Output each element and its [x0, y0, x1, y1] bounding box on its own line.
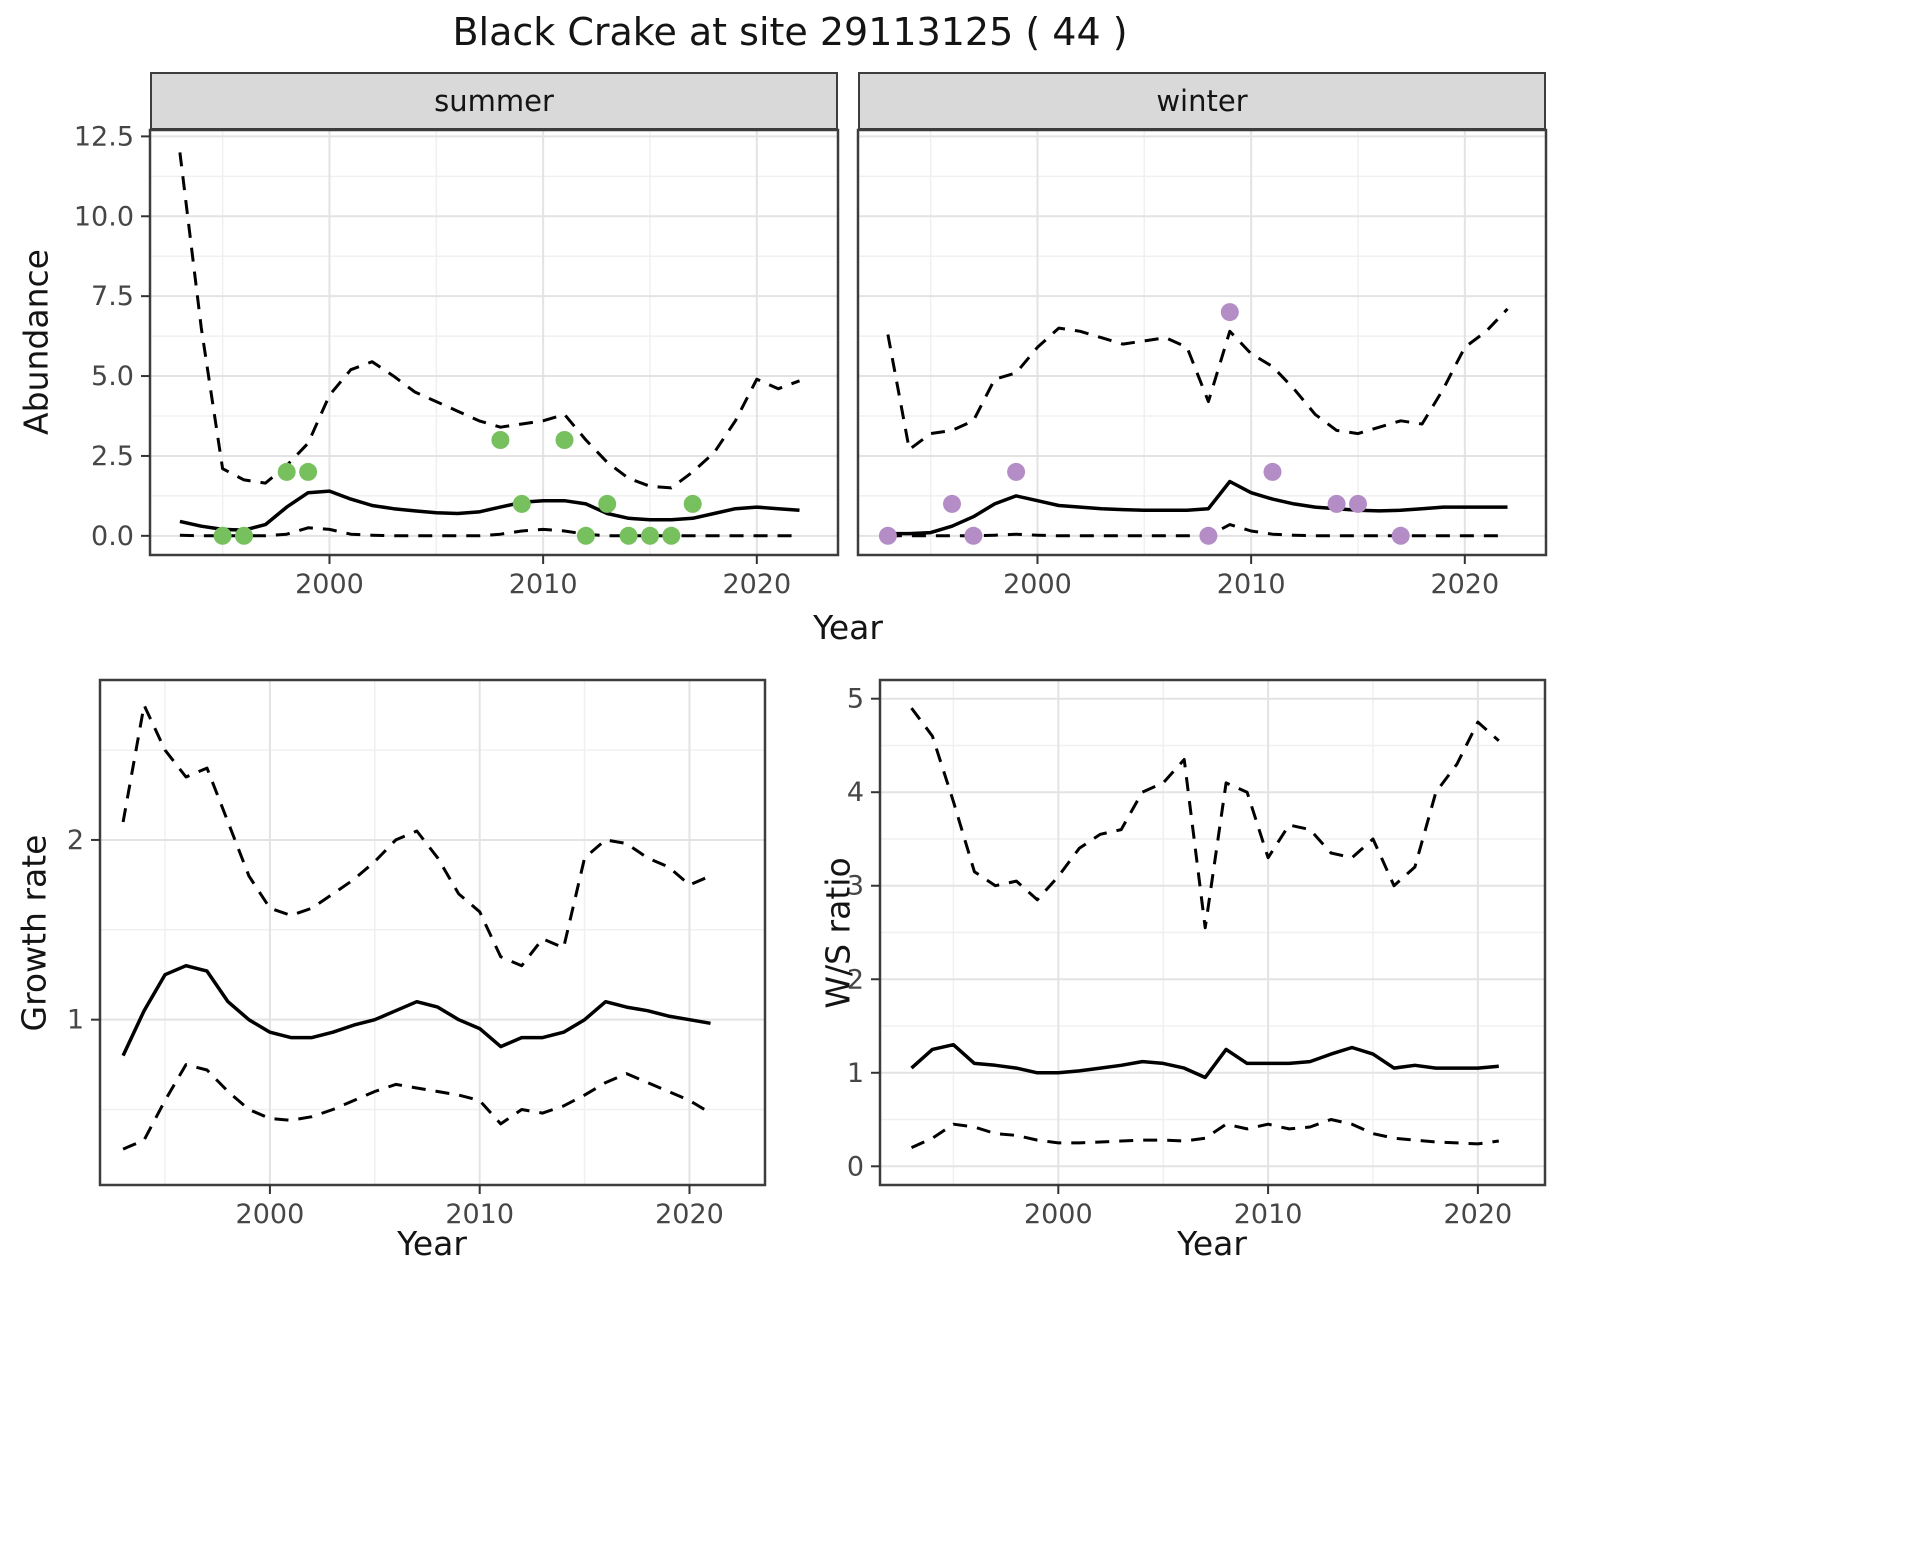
observed-counts-summer [662, 526, 681, 545]
observed-counts-summer [576, 526, 595, 545]
x-tick-label: 2020 [655, 1199, 724, 1230]
observed-counts-winter [1327, 494, 1346, 513]
series-mean [121, 963, 711, 1057]
abundance-summer-panel: 2000 2010 2020 0.0 2.5 5.0 7.5 10.0 12.5 [74, 121, 840, 600]
series-upper_95ci [910, 707, 1500, 930]
ws-ratio-x-axis-title: Year [1177, 1224, 1247, 1263]
series-lower_95ci [122, 1063, 712, 1151]
observed-counts-summer [235, 526, 253, 545]
observed-counts-summer [491, 431, 510, 449]
x-tick-label: 2000 [1003, 569, 1072, 600]
facet-strip-winter-label: winter [1156, 84, 1248, 118]
observed-counts-summer [598, 494, 617, 513]
ws-ratio-panel: 2000 2010 2020 0 1 2 3 4 5 [847, 678, 1547, 1230]
x-tick-label: 2010 [1234, 1199, 1303, 1230]
y-tick-label: 0 [847, 1151, 864, 1182]
y-tick-label: 0.0 [91, 521, 134, 552]
series-lower_95ci [887, 523, 1508, 538]
plot-title: Black Crake at site 29113125 ( 44 ) [452, 10, 1128, 54]
series-mean [910, 1042, 1499, 1080]
y-tick-label: 1 [847, 1058, 864, 1089]
observed-counts-summer [683, 494, 702, 513]
y-tick-label: 2 [847, 964, 864, 995]
x-tick-label: 2000 [1024, 1199, 1093, 1230]
observed-counts-summer [299, 462, 318, 481]
growth-rate-y-axis-title: Growth rate [14, 834, 54, 1032]
observed-counts-summer [277, 462, 296, 481]
growth-rate-x-axis-title: Year [397, 1224, 467, 1263]
observed-counts-winter [1349, 494, 1367, 513]
facet-strip-winter: winter [858, 72, 1546, 130]
x-tick-label: 2020 [722, 569, 791, 600]
series-mean [179, 489, 800, 532]
x-tick-label: 2010 [509, 569, 578, 600]
y-tick-label: 10.0 [74, 201, 134, 232]
abundance-winter-panel: 2000 2010 2020 [856, 128, 1548, 600]
x-tick-label: 2000 [295, 569, 364, 600]
observed-counts-winter [943, 494, 961, 513]
y-tick-label: 5 [847, 684, 864, 715]
x-tick-label: 2010 [445, 1199, 514, 1230]
series-upper_95ci [886, 307, 1509, 451]
observed-counts-winter [1199, 526, 1218, 545]
observed-counts-winter [964, 526, 983, 545]
y-tick-label: 4 [847, 777, 864, 808]
observed-counts-winter [1263, 462, 1282, 481]
x-tick-label: 2010 [1217, 569, 1286, 600]
observed-counts-winter [878, 526, 897, 545]
series-upper_95ci [121, 703, 712, 968]
y-tick-label: 2 [67, 825, 84, 856]
facet-strip-summer-label: summer [434, 84, 554, 118]
series-upper_95ci [178, 152, 801, 490]
series-lower_95ci [910, 1118, 1500, 1149]
x-tick-label: 2000 [236, 1199, 305, 1230]
series-lower_95ci [179, 526, 800, 538]
observed-counts-winter [1220, 303, 1239, 322]
y-tick-label: 3 [847, 871, 864, 902]
abundance-y-axis-title: Abundance [16, 249, 56, 435]
y-tick-label: 1 [67, 1005, 84, 1036]
abundance-x-axis-title: Year [813, 608, 883, 647]
observed-counts-winter [1391, 526, 1410, 545]
observed-counts-summer [213, 526, 232, 545]
observed-counts-summer [555, 431, 574, 449]
series-mean [887, 479, 1508, 536]
y-tick-label: 12.5 [74, 121, 134, 152]
observed-counts-summer [619, 526, 638, 545]
y-tick-label: 2.5 [91, 441, 134, 472]
x-tick-label: 2020 [1444, 1199, 1513, 1230]
facet-strip-summer: summer [150, 72, 838, 130]
observed-counts-summer [512, 494, 531, 513]
x-tick-label: 2020 [1430, 569, 1499, 600]
y-tick-label: 5.0 [91, 361, 134, 392]
observed-counts-summer [641, 526, 659, 545]
y-tick-label: 7.5 [91, 281, 134, 312]
observed-counts-winter [1007, 462, 1026, 481]
growth-rate-panel: 2000 2010 2020 1 2 [67, 678, 767, 1230]
